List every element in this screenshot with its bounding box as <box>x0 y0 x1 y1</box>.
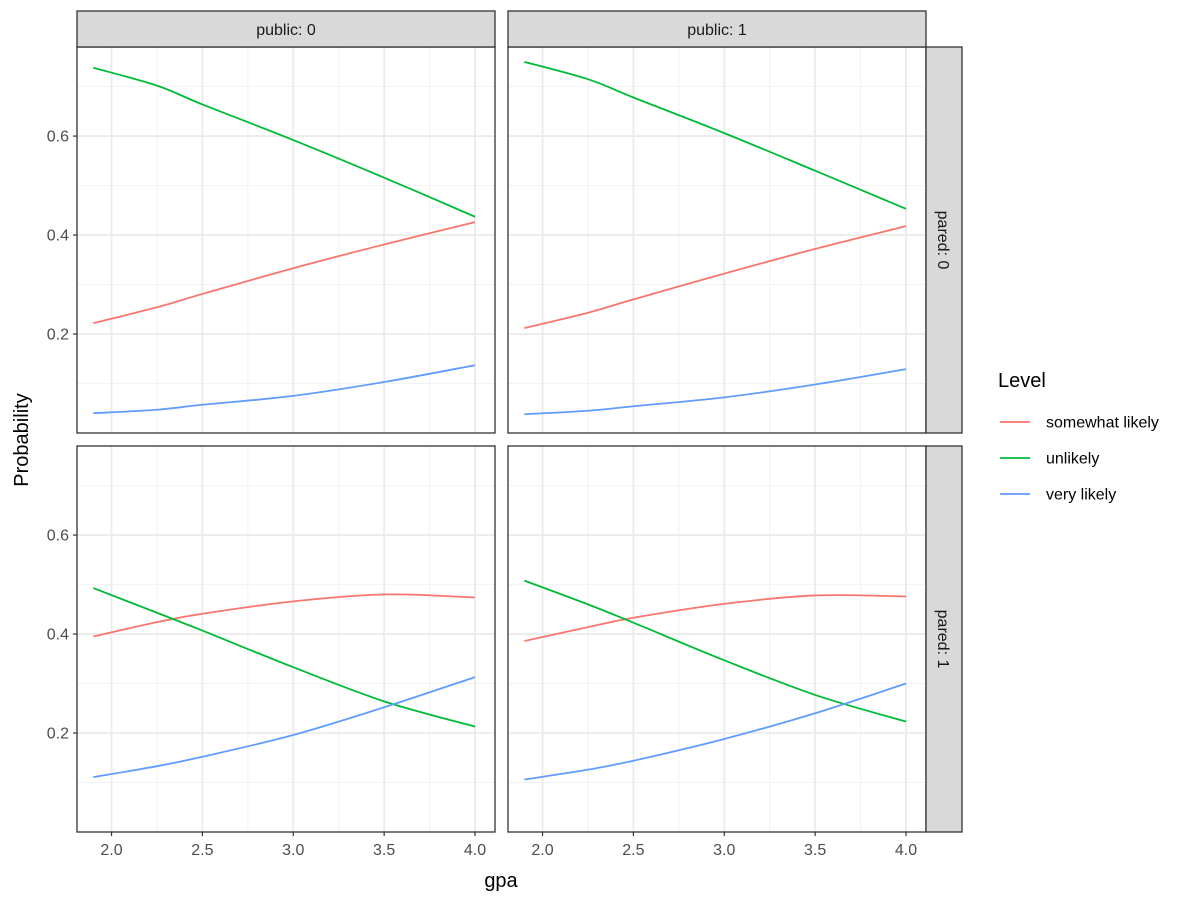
legend-label-unlikely: unlikely <box>1046 451 1099 468</box>
legend-label-very-likely: very likely <box>1046 487 1116 504</box>
x-tick-label: 2.0 <box>100 842 122 859</box>
x-tick-label: 4.0 <box>464 842 486 859</box>
facet-strip-row-label: pared: 1 <box>934 610 951 669</box>
series-line-unlikely <box>524 60 907 210</box>
facet-strip-row <box>925 445 963 833</box>
panels-layer <box>76 46 927 833</box>
facet-panel <box>507 445 927 833</box>
x-tick-label: 3.5 <box>373 842 395 859</box>
x-axis-title: gpa <box>484 870 518 892</box>
facet-panel <box>507 46 927 434</box>
legend-label-somewhat-likely: somewhat likely <box>1046 415 1159 432</box>
x-tick-label: 3.0 <box>282 842 304 859</box>
facet-strip-col <box>507 10 927 48</box>
y-tick-label: 0.2 <box>47 327 69 344</box>
x-tick-label: 3.5 <box>804 842 826 859</box>
series-line-unlikely <box>93 66 476 218</box>
series-line-very-likely <box>524 368 907 416</box>
series-line-somewhat-likely <box>93 221 476 325</box>
panel-background <box>77 446 495 832</box>
series-line-somewhat-likely <box>524 594 907 642</box>
series-line-very-likely <box>93 364 476 415</box>
facet-strip-col-label: public: 1 <box>687 22 747 39</box>
panel-background <box>508 47 926 433</box>
y-tick-label: 0.4 <box>47 627 69 644</box>
x-tick-label: 2.0 <box>531 842 553 859</box>
x-tick-label: 4.0 <box>895 842 917 859</box>
panel-background <box>508 446 926 832</box>
series-line-very-likely <box>93 676 476 778</box>
facet-strip-col-label: public: 0 <box>256 22 316 39</box>
y-tick-label: 0.6 <box>47 528 69 545</box>
facet-panel <box>76 46 496 434</box>
facet-strip-row-label: pared: 0 <box>934 211 951 270</box>
y-tick-label: 0.4 <box>47 228 69 245</box>
y-axis-title: Probability <box>11 393 33 486</box>
x-tick-label: 3.0 <box>713 842 735 859</box>
series-line-very-likely <box>524 682 907 781</box>
series-line-somewhat-likely <box>93 593 476 638</box>
facet-strip-col <box>76 10 496 48</box>
facet-strip-row <box>925 46 963 434</box>
series-line-unlikely <box>524 579 907 723</box>
y-tick-label: 0.2 <box>47 726 69 743</box>
series-line-unlikely <box>93 587 476 728</box>
legend: Level somewhat likely unlikely very likely <box>998 370 1159 504</box>
y-tick-label: 0.6 <box>47 129 69 146</box>
axes-layer: public: 0 public: 1 pared: 0 pared: 1 0.2 0.4… <box>47 10 963 859</box>
x-tick-label: 2.5 <box>622 842 644 859</box>
facet-panel <box>76 445 496 833</box>
series-line-somewhat-likely <box>524 225 907 329</box>
panel-background <box>77 47 495 433</box>
x-tick-label: 2.5 <box>191 842 213 859</box>
legend-title: Level <box>998 370 1046 392</box>
panel-border <box>76 445 496 833</box>
